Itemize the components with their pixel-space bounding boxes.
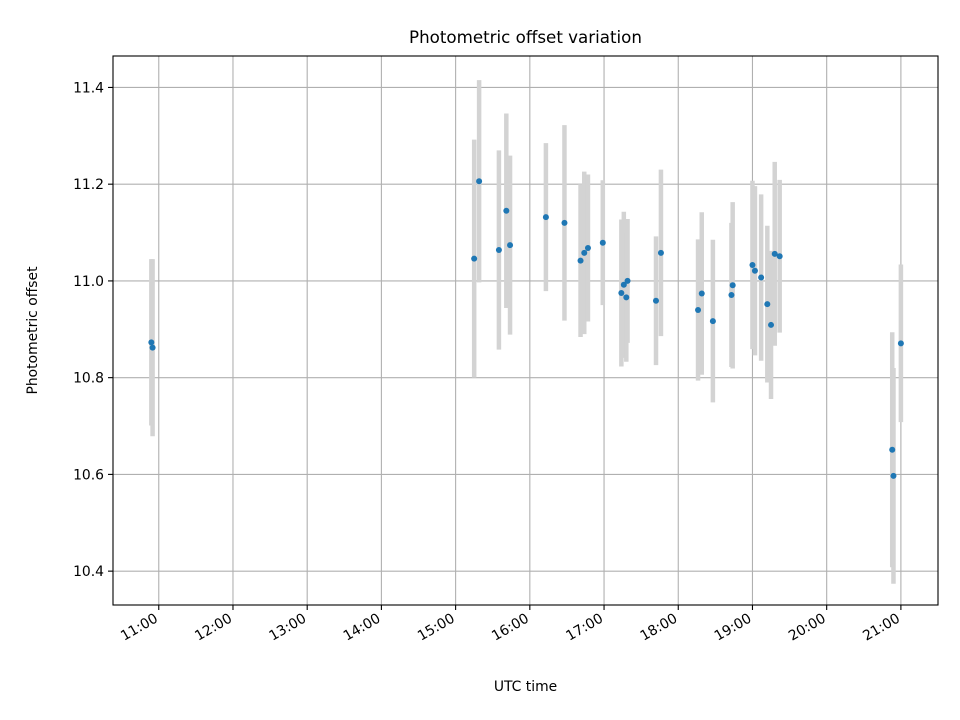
data-points	[148, 178, 904, 479]
data-point	[758, 274, 765, 281]
data-point	[695, 306, 702, 313]
data-point	[624, 277, 631, 284]
data-point	[561, 219, 568, 226]
data-point	[148, 339, 155, 346]
data-point	[897, 340, 904, 347]
y-tick-label: 11.2	[73, 177, 104, 193]
data-point	[890, 472, 897, 479]
data-point	[495, 246, 502, 253]
data-point	[620, 281, 627, 288]
data-point	[749, 261, 756, 268]
data-point	[776, 253, 783, 260]
data-point	[542, 214, 549, 221]
data-point	[764, 301, 771, 308]
data-point	[889, 446, 896, 453]
y-tick-label: 10.4	[73, 564, 104, 580]
data-point	[768, 321, 775, 328]
data-point	[709, 318, 716, 325]
data-point	[471, 255, 478, 262]
data-point	[599, 239, 606, 246]
data-point	[577, 257, 584, 264]
y-axis-label: Photometric offset	[25, 266, 41, 395]
data-point	[729, 282, 736, 289]
x-axis-label: UTC time	[494, 679, 557, 695]
y-tick-label: 10.8	[73, 371, 104, 387]
data-point	[618, 290, 625, 297]
data-point	[584, 245, 591, 252]
data-point	[698, 290, 705, 297]
data-point	[657, 249, 664, 256]
plot-frame	[112, 55, 939, 606]
y-tick-label: 11.4	[73, 80, 104, 96]
y-tick-label: 11.0	[73, 274, 104, 290]
data-point	[581, 249, 588, 256]
data-point	[507, 242, 514, 249]
chart-title: Photometric offset variation	[409, 27, 642, 47]
y-tick-label: 10.6	[73, 467, 104, 483]
data-point	[751, 267, 758, 274]
data-point	[728, 291, 735, 298]
data-point	[476, 178, 483, 185]
data-point	[623, 294, 630, 301]
data-point	[149, 344, 156, 351]
data-point	[503, 207, 510, 214]
data-point	[652, 297, 659, 304]
data-point	[771, 250, 778, 257]
